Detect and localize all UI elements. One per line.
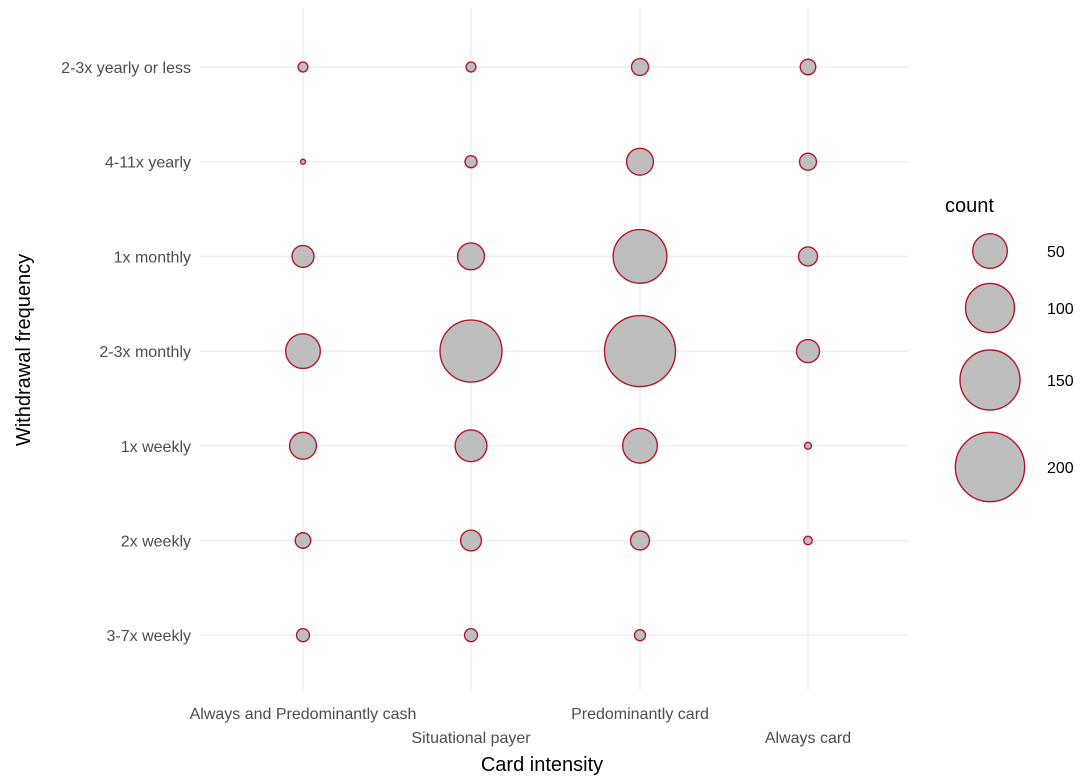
data-points — [284, 57, 821, 643]
data-point — [299, 158, 307, 165]
data-point — [464, 154, 478, 169]
data-point — [284, 333, 322, 370]
data-point — [803, 441, 813, 450]
legend-key — [964, 282, 1016, 334]
data-point — [465, 61, 477, 73]
data-point — [803, 535, 813, 546]
legend-key — [971, 232, 1009, 270]
y-tick-label: 2x weekly — [121, 534, 191, 551]
legend-label: 150 — [1047, 373, 1074, 390]
data-point — [297, 61, 309, 73]
data-point — [459, 529, 483, 552]
data-point — [288, 431, 318, 460]
y-tick-label: 2-3x monthly — [99, 344, 191, 361]
data-point — [439, 319, 503, 383]
y-tick-label: 3-7x weekly — [107, 628, 191, 645]
size-legend: count 50 100 150 200 — [945, 195, 1074, 503]
y-tick-label: 2-3x yearly or less — [61, 60, 191, 77]
data-point — [625, 147, 655, 176]
legend-key — [954, 431, 1026, 503]
legend-label: 50 — [1047, 244, 1065, 261]
legend-key — [959, 349, 1021, 411]
data-point — [603, 314, 677, 388]
y-axis-title: Withdrawal frequency — [13, 254, 35, 446]
data-point — [799, 58, 817, 76]
legend-label: 100 — [1047, 301, 1074, 318]
grid-lines — [200, 8, 908, 690]
data-point — [630, 57, 650, 77]
data-point — [621, 427, 659, 464]
x-tick-label: Always card — [765, 730, 851, 747]
data-point — [798, 152, 818, 171]
data-point — [795, 338, 821, 364]
x-axis-title: Card intensity — [481, 754, 603, 776]
data-point — [797, 246, 819, 267]
legend-label: 200 — [1047, 460, 1074, 477]
y-axis-ticks: 2-3x yearly or less 4-11x yearly 1x monthl… — [61, 60, 191, 645]
data-point — [456, 242, 486, 271]
data-point — [294, 532, 312, 549]
y-tick-label: 1x monthly — [114, 249, 191, 266]
data-point — [295, 628, 311, 643]
x-tick-label: Situational payer — [411, 730, 531, 747]
data-point — [633, 629, 647, 642]
x-axis-ticks: Always and Predominantly cash Situational… — [190, 706, 852, 747]
data-point — [629, 530, 651, 551]
x-tick-label: Predominantly card — [571, 706, 709, 723]
data-point — [612, 228, 668, 284]
data-point — [291, 244, 315, 269]
data-point — [463, 628, 479, 643]
y-tick-label: 1x weekly — [121, 439, 191, 456]
x-tick-label: Always and Predominantly cash — [190, 706, 417, 723]
data-point — [454, 429, 488, 463]
y-tick-label: 4-11x yearly — [105, 155, 191, 172]
legend-title: count — [945, 195, 994, 217]
